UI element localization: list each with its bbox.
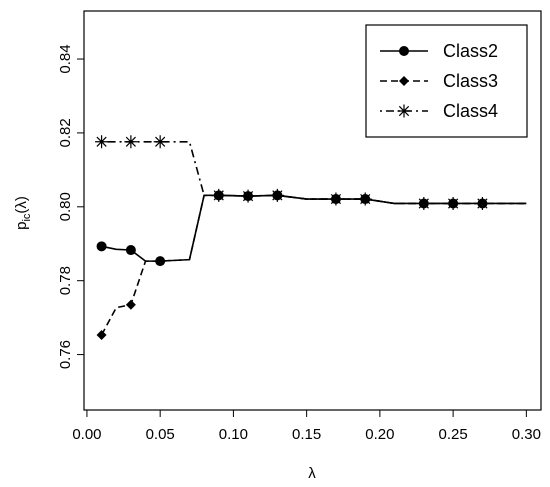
data-point-class2 bbox=[125, 245, 136, 256]
x-axis-label: λ bbox=[308, 465, 316, 482]
legend-entry-class3: Class3 bbox=[380, 71, 498, 91]
data-point-class2 bbox=[272, 190, 283, 201]
y-tick-label: 0.78 bbox=[57, 266, 74, 295]
data-point-class2 bbox=[448, 198, 459, 209]
legend: Class2 Class3 Class4 bbox=[365, 24, 528, 138]
series-class2 bbox=[96, 190, 527, 267]
y-tick-label: 0.84 bbox=[57, 44, 74, 73]
data-point-class2 bbox=[213, 190, 224, 201]
data-point-class2 bbox=[330, 194, 341, 205]
x-tick-label: 0.10 bbox=[219, 426, 248, 443]
x-tick-label: 0.25 bbox=[439, 426, 468, 443]
legend-marker-class3 bbox=[399, 76, 409, 86]
x-tick-label: 0.30 bbox=[512, 426, 541, 443]
x-tick-label: 0.05 bbox=[146, 426, 175, 443]
legend-marker-class4-strokes bbox=[397, 104, 411, 118]
data-point-class2 bbox=[243, 191, 254, 202]
y-axis: 0.76 0.78 0.80 0.82 0.84 bbox=[57, 44, 85, 369]
legend-label-class4: Class4 bbox=[443, 101, 498, 121]
data-point-class3 bbox=[125, 299, 136, 310]
data-point-class4-strokes bbox=[124, 135, 138, 149]
legend-label-class2: Class2 bbox=[443, 41, 498, 61]
y-axis-label-sub: ic bbox=[21, 213, 33, 221]
y-axis-label-arg: (λ) bbox=[13, 196, 30, 214]
legend-marker-class4 bbox=[397, 104, 411, 118]
legend-entry-class2: Class2 bbox=[380, 41, 498, 61]
data-point-class2 bbox=[418, 198, 429, 209]
data-point-class2 bbox=[96, 241, 107, 252]
y-axis-label-base: p bbox=[13, 222, 30, 230]
data-point-class4 bbox=[95, 135, 109, 149]
data-point-class4 bbox=[124, 135, 138, 149]
data-point-class3 bbox=[96, 330, 107, 341]
y-axis-label: pic(λ) bbox=[13, 196, 33, 230]
legend-marker-class2 bbox=[399, 46, 409, 56]
y-tick-label: 0.80 bbox=[57, 192, 74, 221]
data-point-class2 bbox=[360, 194, 371, 205]
series-line-class2 bbox=[101, 194, 527, 262]
y-tick-label: 0.82 bbox=[57, 118, 74, 147]
data-point-class4-strokes bbox=[153, 135, 167, 149]
series-layer bbox=[95, 135, 527, 341]
data-point-class2 bbox=[155, 256, 166, 267]
series-line-class3 bbox=[100, 194, 527, 336]
x-tick-label: 0.15 bbox=[292, 426, 321, 443]
data-point-class2 bbox=[477, 198, 488, 209]
x-axis: 0.00 0.05 0.10 0.15 0.20 0.25 0.30 bbox=[72, 409, 541, 443]
y-tick-label: 0.76 bbox=[57, 340, 74, 369]
legend-entry-class4: Class4 bbox=[380, 101, 498, 121]
data-point-class4 bbox=[153, 135, 167, 149]
legend-label-class3: Class3 bbox=[443, 71, 498, 91]
x-tick-label: 0.20 bbox=[365, 426, 394, 443]
x-tick-label: 0.00 bbox=[72, 426, 101, 443]
series-line-class4 bbox=[101, 140, 527, 205]
data-point-class4-strokes bbox=[95, 135, 109, 149]
